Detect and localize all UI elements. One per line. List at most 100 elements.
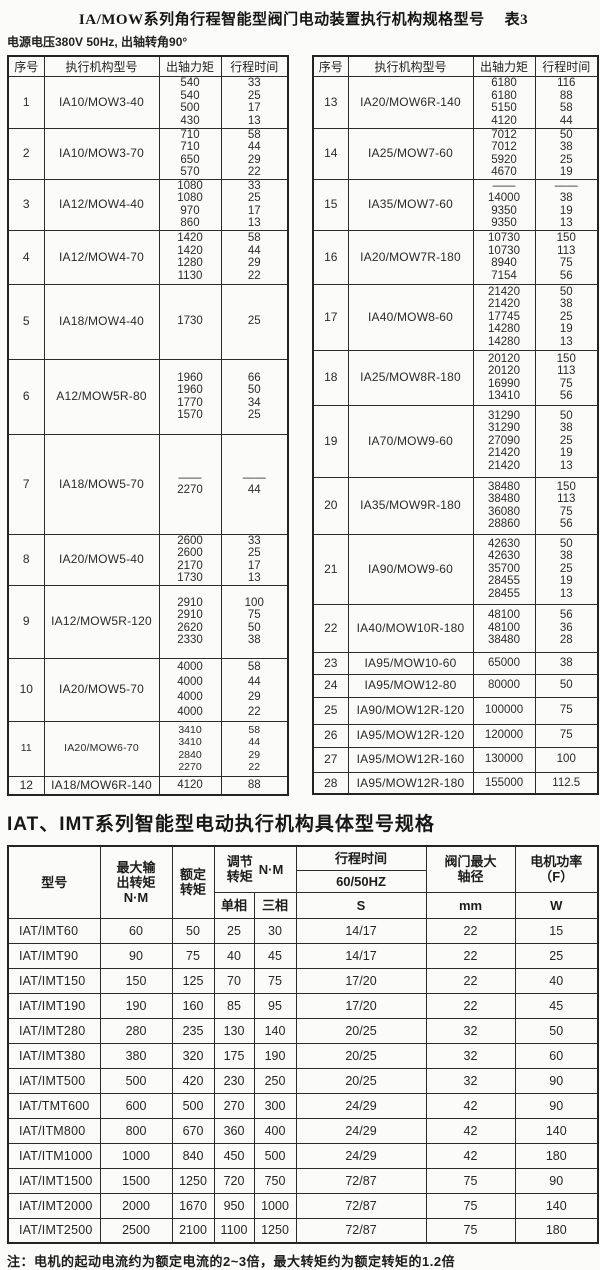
- torque-cell: 42630 42630 35700 28455 28455: [472, 533, 536, 605]
- footnote: 注：电机的起动电流约为额定电流的2~3倍，最大转矩约为额定转矩的1.2倍: [7, 1254, 456, 1269]
- model-cell: IAT/IMT90: [7, 942, 101, 969]
- row-no: 4: [7, 229, 45, 285]
- model-cell: IA95/MOW10-60: [347, 651, 474, 675]
- model-cell: IA10/MOW3-40: [43, 75, 160, 129]
- single-phase-cell: 230: [213, 1067, 255, 1094]
- torque-cell: 6180 6180 5150 4120: [472, 75, 536, 129]
- model-cell: IA18/MOW5-70: [43, 433, 160, 535]
- model-cell: IAT/IMT500: [7, 1067, 101, 1094]
- travel-time-cell: 24/29: [295, 1092, 427, 1119]
- model-cell: IA25/MOW7-60: [347, 127, 474, 180]
- table-row: IAT/IMT2000 2000 1670 950 1000 72/87 75 140: [7, 1192, 599, 1219]
- table-row: IAT/IMT150 150 125 70 75 17/20 22 40: [7, 967, 599, 994]
- max-torque-cell: 800: [99, 1117, 173, 1144]
- row-no: 18: [312, 349, 349, 406]
- header-row: 序号 执行机构型号 出轴力矩 行程时间: [312, 55, 599, 77]
- row-no: 19: [312, 404, 349, 478]
- torque-cell: 155000: [472, 771, 536, 795]
- time-cell: 50 38 25 19 13: [534, 533, 599, 605]
- time-cell: 56 36 28: [534, 603, 599, 653]
- model-cell: IA90/MOW9-60: [347, 533, 474, 605]
- table-row: 19 IA70/MOW9-60 31290 31290 27090 21420 21…: [312, 404, 599, 478]
- travel-time-cell: 14/17: [295, 917, 427, 944]
- torque-cell: 2910 2910 2620 2330: [158, 584, 222, 659]
- col-header-unit-s: S: [295, 891, 427, 919]
- shaft-dia-cell: 32: [425, 1067, 516, 1094]
- motor-power-cell: 90: [514, 1167, 599, 1194]
- max-torque-cell: 1000: [99, 1142, 173, 1169]
- single-phase-cell: 450: [213, 1142, 255, 1169]
- torque-cell: 1420 1420 1280 1130: [158, 229, 222, 285]
- three-phase-cell: 750: [253, 1167, 297, 1194]
- torque-cell: 31290 31290 27090 21420 21420: [472, 404, 536, 478]
- time-cell: 88: [220, 775, 289, 796]
- motor-power-cell: 90: [514, 1092, 599, 1119]
- table-row: 25 IA90/MOW12R-120 100000 75: [312, 696, 599, 725]
- table-row: 1 IA10/MOW3-40 540 540 500 430 33 25 17 13: [7, 75, 289, 129]
- model-cell: IA20/MOW7R-180: [347, 229, 474, 285]
- torque-cell: 540 540 500 430: [158, 75, 222, 129]
- time-cell: 112.5: [534, 771, 599, 795]
- table-row: 7 IA18/MOW5-70 —— 2270 —— 44: [7, 433, 289, 535]
- row-no: 23: [312, 651, 349, 675]
- col-header-travel-time: 行程时间: [295, 845, 427, 871]
- shaft-dia-cell: 22: [425, 942, 516, 969]
- model-cell: IA70/MOW9-60: [347, 404, 474, 478]
- model-cell: IA20/MOW6R-140: [347, 75, 474, 129]
- time-cell: 58 44 29 22: [220, 229, 289, 285]
- rated-torque-cell: 2100: [171, 1217, 215, 1244]
- torque-cell: 3410 3410 2840 2270: [158, 720, 222, 777]
- three-phase-cell: 30: [253, 917, 297, 944]
- shaft-dia-cell: 75: [425, 1167, 516, 1194]
- three-phase-cell: 500: [253, 1142, 297, 1169]
- motor-power-cell: 25: [514, 942, 599, 969]
- model-cell: IA25/MOW8R-180: [347, 349, 474, 406]
- travel-time-cell: 14/17: [295, 942, 427, 969]
- col-header-no: 序号: [312, 55, 349, 77]
- max-torque-cell: 150: [99, 967, 173, 994]
- model-cell: IA20/MOW5-40: [43, 533, 160, 586]
- row-no: 20: [312, 476, 349, 535]
- rated-torque-cell: 500: [171, 1092, 215, 1119]
- time-cell: 33 25 17 13: [220, 533, 289, 586]
- motor-power-cell: 140: [514, 1192, 599, 1219]
- model-cell: IAT/IMT2500: [7, 1217, 101, 1244]
- table-row: 2 IA10/MOW3-70 710 710 650 570 58 44 29 22: [7, 127, 289, 180]
- page-title: IA/MOW系列角行程智能型阀门电动装置执行机构规格型号: [78, 12, 485, 28]
- model-cell: IA95/MOW12R-180: [347, 771, 474, 795]
- header-row: 序号 执行机构型号 出轴力矩 行程时间: [7, 55, 289, 77]
- col-header-rated-torque: 额定 转矩: [171, 845, 215, 919]
- table-ref: 表3: [504, 12, 529, 28]
- rated-torque-cell: 125: [171, 967, 215, 994]
- row-no: 28: [312, 771, 349, 795]
- row-no: 15: [312, 178, 349, 231]
- travel-time-cell: 24/29: [295, 1117, 427, 1144]
- model-cell: IAT/IMT150: [7, 967, 101, 994]
- row-no: 21: [312, 533, 349, 605]
- three-phase-cell: 250: [253, 1067, 297, 1094]
- table-row: IAT/IMT2500 2500 2100 1100 1250 72/87 75 180: [7, 1217, 599, 1244]
- time-cell: 150 113 75 56: [534, 349, 599, 406]
- col-header-model: 执行机构型号: [43, 55, 160, 77]
- motor-power-cell: 180: [514, 1217, 599, 1244]
- table-row: IAT/TMT600 600 500 270 300 24/29 42 90: [7, 1092, 599, 1119]
- row-no: 24: [312, 673, 349, 698]
- model-cell: IAT/IMT2000: [7, 1192, 101, 1219]
- three-phase-cell: 300: [253, 1092, 297, 1119]
- row-no: 25: [312, 696, 349, 725]
- model-cell: IAT/IMT280: [7, 1017, 101, 1044]
- rated-torque-cell: 160: [171, 992, 215, 1019]
- model-cell: IA18/MOW4-40: [43, 283, 160, 360]
- torque-cell: 120000: [472, 723, 536, 748]
- model-cell: IA95/MOW12R-160: [347, 746, 474, 773]
- spec-tables-row: 序号 执行机构型号 出轴力矩 行程时间 1 IA10/MOW3-40 540 540…: [7, 55, 600, 796]
- torque-cell: 1730: [158, 283, 222, 360]
- table-row: 5 IA18/MOW4-40 1730 25: [7, 283, 289, 360]
- time-cell: 75: [534, 723, 599, 748]
- col-header-adjust-torque: 调节 转矩 N·M: [213, 845, 297, 893]
- shaft-dia-cell: 22: [425, 967, 516, 994]
- three-phase-cell: 45: [253, 942, 297, 969]
- table-row: 13 IA20/MOW6R-140 6180 6180 5150 4120 116 8…: [312, 75, 599, 129]
- model-cell: IAT/IMT1500: [7, 1167, 101, 1194]
- model-cell: IAT/IMT60: [7, 917, 101, 944]
